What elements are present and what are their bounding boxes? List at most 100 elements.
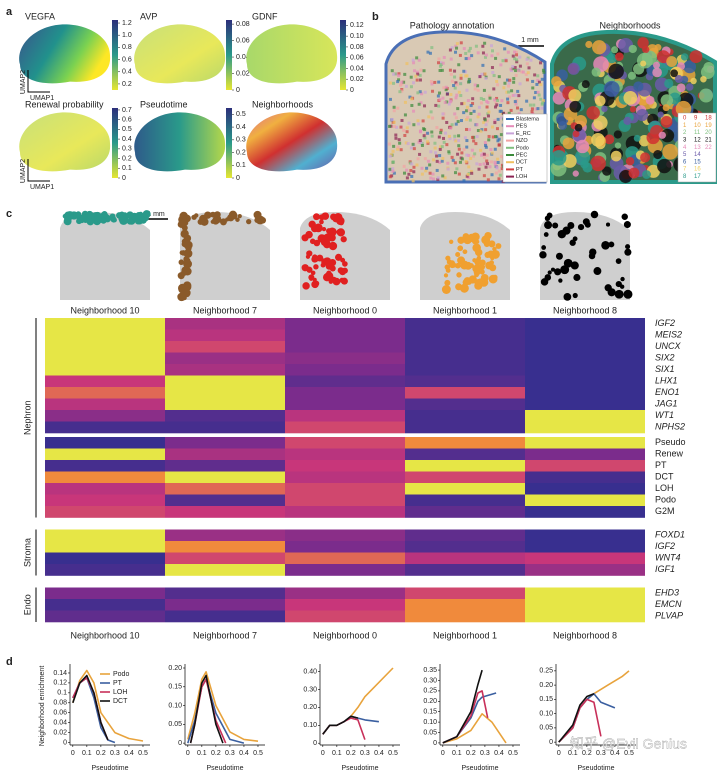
colorbar-tick-label: 0.4 [122,136,132,143]
y-tick-label: 0.10 [168,702,182,709]
tissue-cell [397,78,401,82]
heatmap-cell [165,341,285,353]
tissue-cell [484,123,488,127]
tissue-cell [394,133,398,137]
tissue-cell [426,50,430,54]
tissue-cell [423,104,427,108]
umap-embedding [19,24,111,84]
tissue-region [321,212,330,220]
tissue-cell [501,111,505,115]
heatmap-cell [405,398,525,411]
group-label: Stroma [22,538,32,567]
tissue-region [474,281,483,290]
heatmap-cell [525,599,645,611]
scale-bar-label: 1 mm [521,37,539,44]
heatmap-cell [285,387,405,399]
tissue-cell [494,100,498,104]
tissue-cell [447,150,451,154]
tissue-cell [475,123,479,127]
tissue-neighborhood [680,53,689,61]
tissue-region [547,270,552,275]
tissue-cell [476,88,480,92]
tissue-region [308,220,316,229]
tissue-neighborhood [551,76,562,87]
tissue-cell [489,44,493,48]
tissue-region [444,279,451,286]
tissue-cell [397,138,401,142]
tissue-cell [417,102,421,106]
tissue-cell [468,118,472,122]
tissue-cell [412,165,416,169]
y-tick-label: 0.04 [53,719,67,726]
row-label: FOXD1 [655,530,685,540]
tissue-region [180,231,188,238]
heatmap-cell [45,410,165,422]
y-tick-label: 0.10 [303,722,317,729]
heatmap-cell [45,471,165,484]
tissue-cell [534,107,538,111]
heatmap-cell [525,587,645,600]
tissue-region [237,214,242,219]
tissue-cell [431,89,435,93]
y-tick-label: 0.10 [539,710,553,717]
tissue-cell [536,78,540,82]
colorbar-tick-label: 0.3 [236,137,246,144]
tissue-cell [509,108,513,112]
tissue-cell [479,96,483,100]
tissue-cell [475,135,479,139]
tissue-neighborhood [676,83,686,93]
heatmap-cell [525,375,645,388]
tissue-cell [448,48,452,52]
heatmap-cell [165,318,285,330]
heatmap-cell [165,375,285,388]
column-label: Neighborhood 8 [553,305,617,315]
heatmap-cell [45,448,165,461]
tissue-cell [507,81,511,85]
tissue-cell [531,86,535,90]
tissue-cell [471,154,475,158]
colorbar-tick-label: 0.8 [122,44,132,51]
tissue-region [110,216,117,223]
tissue-cell [419,101,423,105]
tissue-cell [516,89,520,93]
heatmap-cell [285,341,405,353]
y-axis-label: Neighborhood enrichment [39,666,46,747]
line [189,674,224,744]
tissue-cell [519,108,523,112]
group-label: Nephron [22,400,32,435]
tissue-neighborhood [581,80,590,89]
heatmap-cell [525,494,645,507]
tissue-region [246,218,252,225]
x-axis-label: Pseudotime [578,765,615,772]
tissue-cell [453,75,457,79]
tissue-cell [536,107,540,111]
row-label: SIX2 [655,353,675,363]
tissue-cell [496,157,500,161]
tissue-region [184,257,191,264]
heatmap-cell [285,437,405,449]
tissue-cell [490,54,494,58]
tissue-cell [521,70,525,74]
tissue-region [623,221,631,229]
tissue-cell [493,119,497,123]
y-tick-label: 0.20 [423,698,437,705]
tissue-region [542,280,547,285]
legend-label: Podo [113,671,129,678]
tissue-neighborhood [675,100,692,117]
tissue-region [624,248,632,256]
heatmap-cell [525,564,645,576]
tissue-neighborhood [603,80,620,97]
heatmap-cell [165,471,285,484]
row-label: Podo [655,495,676,505]
tissue-region [328,258,337,267]
tissue-cell [487,94,491,98]
tissue-region [546,212,553,219]
x-tick-label: 0.1 [332,750,342,757]
tissue-cell [470,135,474,139]
tissue-cell [407,172,411,176]
column-label: Neighborhood 1 [433,630,497,640]
tissue-region [183,240,193,250]
tissue-cell [417,122,421,126]
tissue-cell [428,171,432,175]
tissue-cell [459,119,463,123]
